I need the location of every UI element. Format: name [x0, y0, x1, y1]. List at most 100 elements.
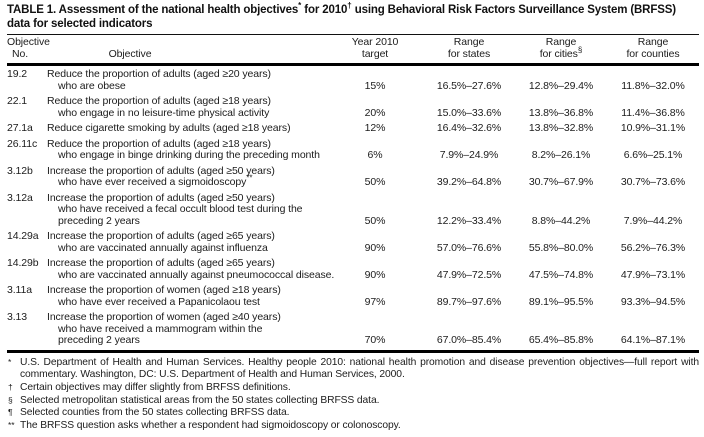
- range-for-states-value: 47.9%–72.5%: [436, 268, 502, 281]
- objective-text: who are vaccinated annually against pneu…: [58, 268, 335, 281]
- footnote-text: The BRFSS question asks whether a respon…: [20, 420, 401, 432]
- objective-text: Increase the proportion of adults (aged …: [47, 230, 275, 242]
- footnote-symbol: *: [8, 356, 12, 367]
- range-for-cities-value: 8.2%–26.1%: [531, 149, 591, 161]
- table-row: 14.29a Increase the proportion of adults …: [7, 227, 699, 254]
- year-2010-target-value: 20%: [364, 106, 386, 119]
- objective-text-line: who have ever received a sigmoidoscopy**: [47, 174, 327, 189]
- table-row: 19.2 Reduce the proportion of adults (age…: [7, 65, 699, 93]
- range-for-cities-value: 65.4%–85.8%: [515, 308, 607, 353]
- objective-text-line: who engage in no leisure-time physical a…: [47, 107, 327, 120]
- column-header-text: Objective: [108, 47, 152, 60]
- range-for-counties-value: 47.9%–73.1%: [620, 268, 686, 281]
- year-2010-target-value: 15%: [364, 79, 386, 92]
- table-title-text: for 2010: [301, 4, 348, 16]
- range-for-counties-value: 11.4%–36.8%: [621, 106, 685, 119]
- table-title-text: using Behavioral Risk Factors Surveillan…: [7, 4, 676, 30]
- objective-number: 19.2: [7, 68, 28, 80]
- objective-text: Increase the proportion of adults (aged …: [47, 164, 275, 177]
- table-row: 22.1 Reduce the proportion of adults (age…: [7, 92, 699, 119]
- objective-text: who have ever received a sigmoidoscopy: [58, 176, 247, 188]
- footnote-symbol: †: [8, 381, 13, 392]
- objective-description: Increase the proportion of adults (aged …: [47, 162, 327, 189]
- objective-text: Reduce the proportion of adults (aged ≥1…: [47, 137, 271, 150]
- year-2010-target-value: 70%: [327, 308, 423, 353]
- table-title: TABLE 1. Assessment of the national heal…: [7, 2, 699, 31]
- objective-text: who have received a mammogram within the: [58, 322, 263, 335]
- footnote: * U.S. Department of Health and Human Ser…: [7, 357, 699, 382]
- range-for-counties-value: 93.3%–94.5%: [620, 295, 686, 308]
- table-header: Objective No. Objective Year 2010 target…: [7, 34, 699, 66]
- objective-description: Increase the proportion of adults (aged …: [47, 189, 327, 228]
- objective-number: 27.1a: [7, 122, 33, 134]
- objective-text: Increase the proportion of women (aged ≥…: [47, 284, 281, 296]
- objective-description: Increase the proportion of adults (aged …: [47, 227, 327, 254]
- objective-number: 3.12b: [7, 164, 33, 177]
- column-header-text: Range: [453, 36, 485, 48]
- objective-text: Increase the proportion of adults (aged …: [47, 191, 275, 204]
- objective-text-line: Increase the proportion of adults (aged …: [47, 191, 327, 205]
- objective-text-line: Reduce the proportion of adults (aged ≥1…: [47, 95, 327, 108]
- column-header-text: Year 2010: [351, 36, 399, 48]
- column-header-text: for states: [447, 47, 491, 60]
- column-header-text: Range: [545, 36, 577, 48]
- objective-text-line: Increase the proportion of adults (aged …: [47, 230, 327, 243]
- objective-text: who have ever received a Papanicolaou te…: [58, 295, 260, 308]
- objective-text-line: Increase the proportion of women (aged ≥…: [47, 284, 327, 297]
- objective-description: Increase the proportion of women (aged ≥…: [47, 281, 327, 308]
- footnote: ** The BRFSS question asks whether a resp…: [7, 420, 699, 433]
- column-header-text: Objective: [7, 36, 50, 48]
- range-for-states-value: 67.0%–85.4%: [423, 308, 515, 353]
- objective-text: Reduce cigarette smoking by adults (aged…: [47, 122, 291, 134]
- year-2010-target-value: 97%: [364, 295, 386, 308]
- objective-number: 14.29b: [7, 257, 39, 269]
- range-for-cities-value: 12.8%–29.4%: [528, 79, 594, 92]
- objective-number: 3.12a: [7, 191, 33, 204]
- objective-text-line: who are obese: [47, 80, 327, 93]
- table-row: 3.12a Increase the proportion of adults (…: [7, 189, 699, 228]
- objective-text-line: preceding 2 years: [47, 334, 327, 347]
- objective-text: preceding 2 years: [58, 334, 140, 346]
- objective-text: preceding 2 years: [58, 214, 140, 227]
- range-for-cities-value: 89.1%–95.5%: [528, 295, 594, 308]
- objective-text-line: who are vaccinated annually against infl…: [47, 241, 327, 255]
- table-title-text: TABLE 1. Assessment of the national heal…: [7, 4, 299, 16]
- footnote-text: Selected metropolitan statistical areas …: [20, 394, 380, 406]
- column-header-text: Range: [637, 36, 669, 48]
- objective-number: 3.13: [7, 308, 47, 353]
- objective-text-line: preceding 2 years: [47, 214, 327, 228]
- objective-text-line: who have ever received a Papanicolaou te…: [47, 295, 327, 309]
- range-for-cities-value: 8.8%–44.2%: [531, 214, 591, 227]
- objective-text: Increase the proportion of adults (aged …: [47, 257, 275, 269]
- objective-text: Reduce the proportion of adults (aged ≥2…: [47, 68, 271, 80]
- table-body: 19.2 Reduce the proportion of adults (age…: [7, 65, 699, 353]
- objective-text: who are vaccinated annually against infl…: [58, 241, 268, 254]
- objective-description: Reduce cigarette smoking by adults (aged…: [47, 119, 327, 135]
- range-for-states-value: 39.2%–64.8%: [436, 176, 502, 188]
- objective-description: Increase the proportion of adults (aged …: [47, 254, 334, 281]
- range-for-counties-value: 30.7%–73.6%: [620, 176, 686, 188]
- objective-number: 26.11c: [7, 137, 38, 150]
- range-for-states-value: 89.7%–97.6%: [436, 295, 502, 308]
- range-for-states-value: 57.0%–76.6%: [436, 241, 502, 254]
- objective-text: who engage in binge drinking during the …: [58, 149, 320, 161]
- objective-text-line: Increase the proportion of women (aged ≥…: [47, 311, 327, 324]
- range-for-cities-value: 55.8%–80.0%: [528, 241, 594, 254]
- footnote-symbol: §: [8, 394, 13, 405]
- objective-number: 14.29a: [7, 230, 39, 242]
- objective-text-line: who engage in binge drinking during the …: [47, 149, 327, 162]
- objective-description: Reduce the proportion of adults (aged ≥2…: [47, 65, 327, 93]
- table-row: 27.1a Reduce cigarette smoking by adults …: [7, 119, 699, 135]
- range-for-cities-value: 13.8%–32.8%: [528, 122, 594, 134]
- range-for-counties-value: 6.6%–25.1%: [623, 149, 683, 161]
- objective-number: 22.1: [7, 95, 28, 107]
- footnotes-section: * U.S. Department of Health and Human Ser…: [7, 357, 699, 433]
- range-for-cities-value: 13.8%–36.8%: [528, 106, 594, 119]
- objective-text: who have received a fecal occult blood t…: [58, 203, 303, 215]
- year-2010-target-value: 90%: [364, 268, 386, 281]
- range-for-states-value: 12.2%–33.4%: [436, 214, 502, 227]
- objective-text: Increase the proportion of women (aged ≥…: [47, 311, 281, 323]
- objective-text-line: Reduce the proportion of adults (aged ≥2…: [47, 68, 327, 81]
- table-row: 14.29b Increase the proportion of adults …: [7, 254, 699, 281]
